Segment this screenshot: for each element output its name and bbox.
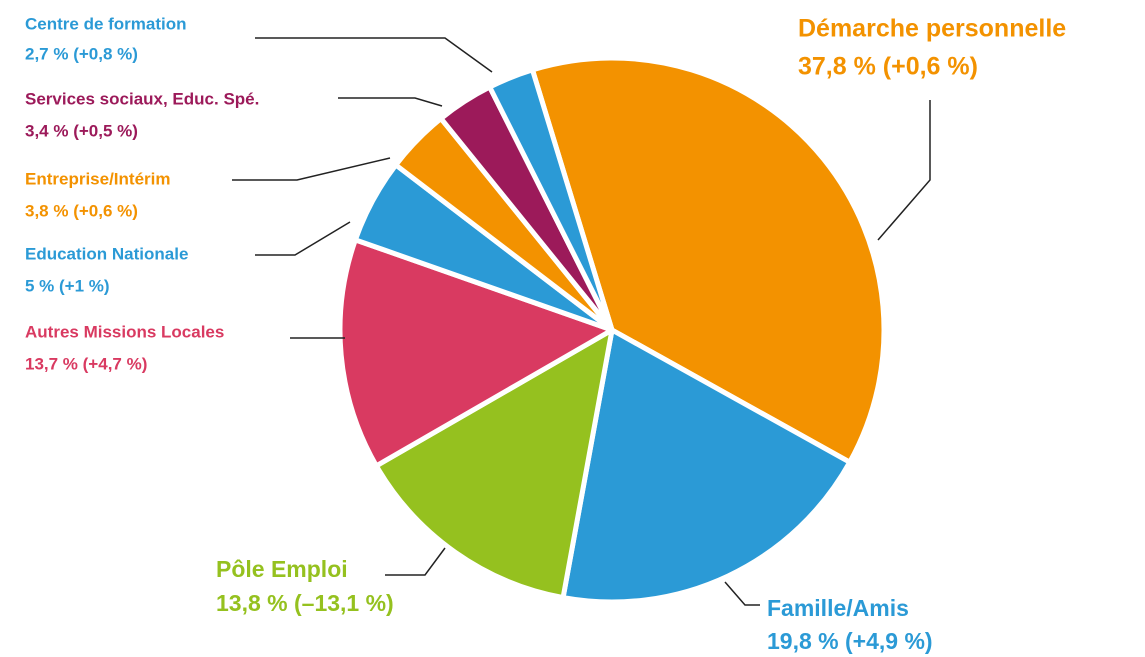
slice-label: Famille/Amis [767, 595, 909, 621]
leader-line [877, 100, 931, 241]
pie-slice [529, 55, 887, 465]
slice-label: Pôle Emploi [216, 556, 348, 582]
pie-slice [487, 67, 615, 333]
leader-line [255, 221, 351, 256]
pie-slice [560, 327, 853, 605]
leader-line [255, 37, 493, 73]
leader-line [724, 581, 760, 606]
value-label: 3,8 % (+0,6 %) [25, 201, 138, 220]
leader-line [232, 157, 391, 181]
pie-slice [337, 237, 615, 469]
value-label: 13,7 % (+4,7 %) [25, 354, 147, 373]
value-label: 13,8 % (–13,1 %) [216, 590, 394, 616]
slice-label: Démarche personnelle [798, 15, 1066, 43]
slice-label: Entreprise/Intérim [25, 169, 171, 188]
value-label: 5 % (+1 %) [25, 276, 110, 295]
slice-label: Services sociaux, Educ. Spé. [25, 89, 259, 108]
value-label: 37,8 % (+0,6 %) [798, 53, 978, 81]
slice-label: Autres Missions Locales [25, 322, 224, 341]
slice-label: Centre de formation [25, 14, 187, 33]
pie-slice [373, 327, 615, 601]
leader-line [385, 547, 446, 576]
slice-label: Education Nationale [25, 244, 188, 263]
leader-line [338, 97, 443, 107]
value-label: 19,8 % (+4,9 %) [767, 628, 933, 654]
value-label: 3,4 % (+0,5 %) [25, 121, 138, 140]
value-label: 2,7 % (+0,8 %) [25, 44, 138, 63]
